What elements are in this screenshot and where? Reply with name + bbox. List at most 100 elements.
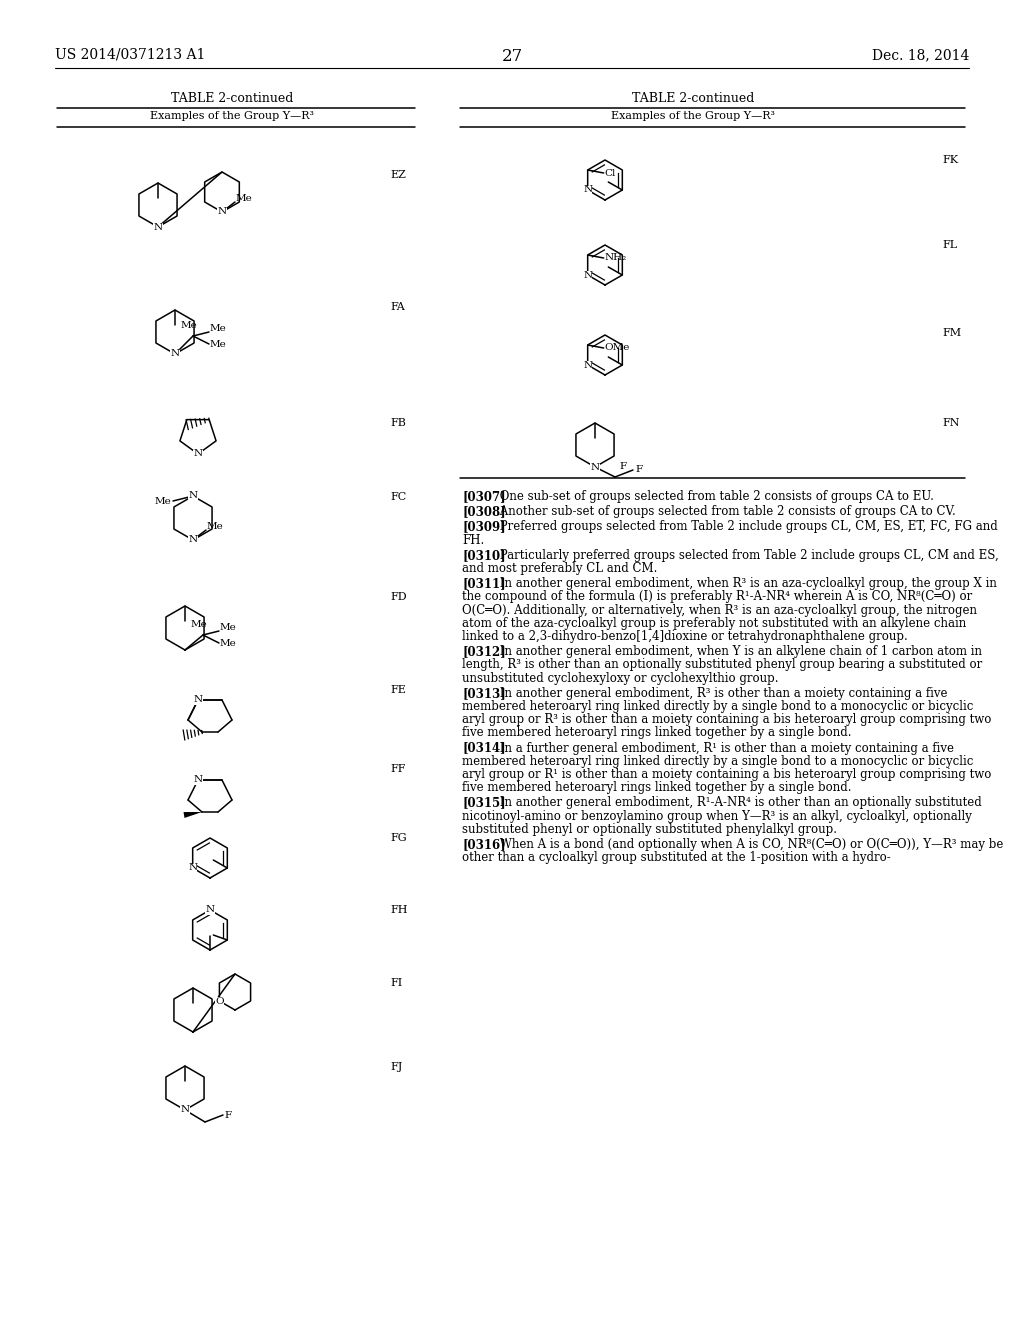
Text: length, R³ is other than an optionally substituted phenyl group bearing a substi: length, R³ is other than an optionally s… [462,659,982,672]
Text: [0308]: [0308] [462,506,506,519]
Text: FI: FI [390,978,402,987]
Text: N: N [188,491,198,500]
Text: O: O [215,997,223,1006]
Text: N: N [170,350,179,359]
Text: FH: FH [390,906,408,915]
Text: Dec. 18, 2014: Dec. 18, 2014 [871,48,969,62]
Text: N: N [194,776,203,784]
Text: FF: FF [390,764,406,774]
Text: Examples of the Group Y—R³: Examples of the Group Y—R³ [150,111,314,121]
Text: N: N [583,360,592,370]
Text: N: N [170,350,179,359]
Text: [0307]: [0307] [462,490,506,503]
Text: FB: FB [390,418,406,428]
Text: Me: Me [220,623,237,632]
Text: [0313]: [0313] [462,686,506,700]
Text: nicotinoyl-amino or benzoylamino group when Y—R³ is an alkyl, cycloalkyl, option: nicotinoyl-amino or benzoylamino group w… [462,809,972,822]
Text: the compound of the formula (I) is preferably R¹-A-NR⁴ wherein A is CO, NR⁸(C═O): the compound of the formula (I) is prefe… [462,590,972,603]
Text: FH.: FH. [462,533,484,546]
Text: FK: FK [942,154,958,165]
Text: FL: FL [942,240,957,249]
Text: N: N [583,186,592,194]
Text: aryl group or R³ is other than a moiety containing a bis heteroaryl group compri: aryl group or R³ is other than a moiety … [462,713,991,726]
Text: N: N [188,536,198,544]
Text: FE: FE [390,685,406,696]
Text: OMe: OMe [605,343,630,352]
Text: N: N [217,207,226,216]
Text: [0312]: [0312] [462,645,506,659]
Text: [0315]: [0315] [462,796,506,809]
Text: Me: Me [190,620,208,630]
Text: membered heteroaryl ring linked directly by a single bond to a monocyclic or bic: membered heteroaryl ring linked directly… [462,700,974,713]
Text: TABLE 2-continued: TABLE 2-continued [632,92,755,106]
Text: 27: 27 [502,48,522,65]
Text: linked to a 2,3-dihydro-benzo[1,4]dioxine or tetrahydronaphthalene group.: linked to a 2,3-dihydro-benzo[1,4]dioxin… [462,630,907,643]
Text: F: F [224,1110,231,1119]
Text: Me: Me [207,521,224,531]
Text: N: N [188,536,198,544]
Text: substituted phenyl or optionally substituted phenylalkyl group.: substituted phenyl or optionally substit… [462,822,837,836]
Text: O(C═O). Additionally, or alternatively, when R³ is an aza-cycloalkyl group, the : O(C═O). Additionally, or alternatively, … [462,603,977,616]
Text: Me: Me [220,639,237,648]
Text: and most preferably CL and CM.: and most preferably CL and CM. [462,562,657,576]
Text: [0310]: [0310] [462,549,506,562]
Text: N: N [206,906,215,915]
Text: Particularly preferred groups selected from Table 2 include groups CL, CM and ES: Particularly preferred groups selected f… [496,549,998,562]
Text: other than a cycloalkyl group substituted at the 1-position with a hydro-: other than a cycloalkyl group substitute… [462,851,891,865]
Text: In another general embodiment, R³ is other than a moiety containing a five: In another general embodiment, R³ is oth… [496,686,947,700]
Text: N: N [194,776,203,784]
Text: FA: FA [390,302,404,312]
Text: F: F [620,462,627,471]
Text: N: N [217,207,226,216]
Text: F: F [635,466,642,474]
Text: N: N [583,186,592,194]
Text: In another general embodiment, R¹-A-NR⁴ is other than an optionally substituted: In another general embodiment, R¹-A-NR⁴ … [496,796,982,809]
Text: Examples of the Group Y—R³: Examples of the Group Y—R³ [611,111,775,121]
Text: FN: FN [942,418,959,428]
Text: aryl group or R¹ is other than a moiety containing a bis heteroaryl group compri: aryl group or R¹ is other than a moiety … [462,768,991,781]
Text: Another sub-set of groups selected from table 2 consists of groups CA to CV.: Another sub-set of groups selected from … [496,506,955,519]
Text: N: N [188,491,198,500]
Text: Cl: Cl [605,169,616,177]
Text: In another general embodiment, when Y is an alkylene chain of 1 carbon atom in: In another general embodiment, when Y is… [496,645,982,659]
Text: When A is a bond (and optionally when A is CO, NR⁸(C═O) or O(C═O)), Y—R³ may be: When A is a bond (and optionally when A … [496,838,1004,851]
Text: five membered heteroaryl rings linked together by a single bond.: five membered heteroaryl rings linked to… [462,781,852,795]
Text: FM: FM [942,327,962,338]
Text: In a further general embodiment, R¹ is other than a moiety containing a five: In a further general embodiment, R¹ is o… [496,742,954,755]
Text: N: N [194,696,203,705]
Text: [0316]: [0316] [462,838,506,851]
Text: N: N [583,360,592,370]
Text: NH₂: NH₂ [605,253,627,263]
Text: N: N [188,863,198,873]
Text: EZ: EZ [390,170,406,180]
Text: FJ: FJ [390,1063,402,1072]
Text: N: N [154,223,163,231]
Text: atom of the aza-cycloalkyl group is preferably not substituted with an alkylene : atom of the aza-cycloalkyl group is pref… [462,616,967,630]
Text: N: N [194,450,203,458]
Text: N: N [583,271,592,280]
Text: FG: FG [390,833,407,843]
Text: O: O [215,997,223,1006]
Text: Me: Me [210,323,226,333]
Text: Preferred groups selected from Table 2 include groups CL, CM, ES, ET, FC, FG and: Preferred groups selected from Table 2 i… [496,520,997,533]
Text: [0314]: [0314] [462,742,506,755]
Text: unsubstituted cyclohexyloxy or cyclohexylthio group.: unsubstituted cyclohexyloxy or cyclohexy… [462,672,778,685]
Text: five membered heteroaryl rings linked together by a single bond.: five membered heteroaryl rings linked to… [462,726,852,739]
Polygon shape [183,812,202,818]
Text: Me: Me [155,496,171,506]
Text: FC: FC [390,492,407,502]
Text: [0311]: [0311] [462,577,506,590]
Text: TABLE 2-continued: TABLE 2-continued [171,92,293,106]
Text: N: N [591,462,600,471]
Text: N: N [194,696,203,705]
Text: One sub-set of groups selected from table 2 consists of groups CA to EU.: One sub-set of groups selected from tabl… [496,490,934,503]
Text: Me: Me [236,194,253,203]
Text: N: N [180,1106,189,1114]
Text: N: N [583,271,592,280]
Text: US 2014/0371213 A1: US 2014/0371213 A1 [55,48,206,62]
Text: membered heteroaryl ring linked directly by a single bond to a monocyclic or bic: membered heteroaryl ring linked directly… [462,755,974,768]
Text: In another general embodiment, when R³ is an aza-cycloalkyl group, the group X i: In another general embodiment, when R³ i… [496,577,996,590]
Text: N: N [206,906,215,915]
Text: N: N [194,450,203,458]
Text: N: N [154,223,163,231]
